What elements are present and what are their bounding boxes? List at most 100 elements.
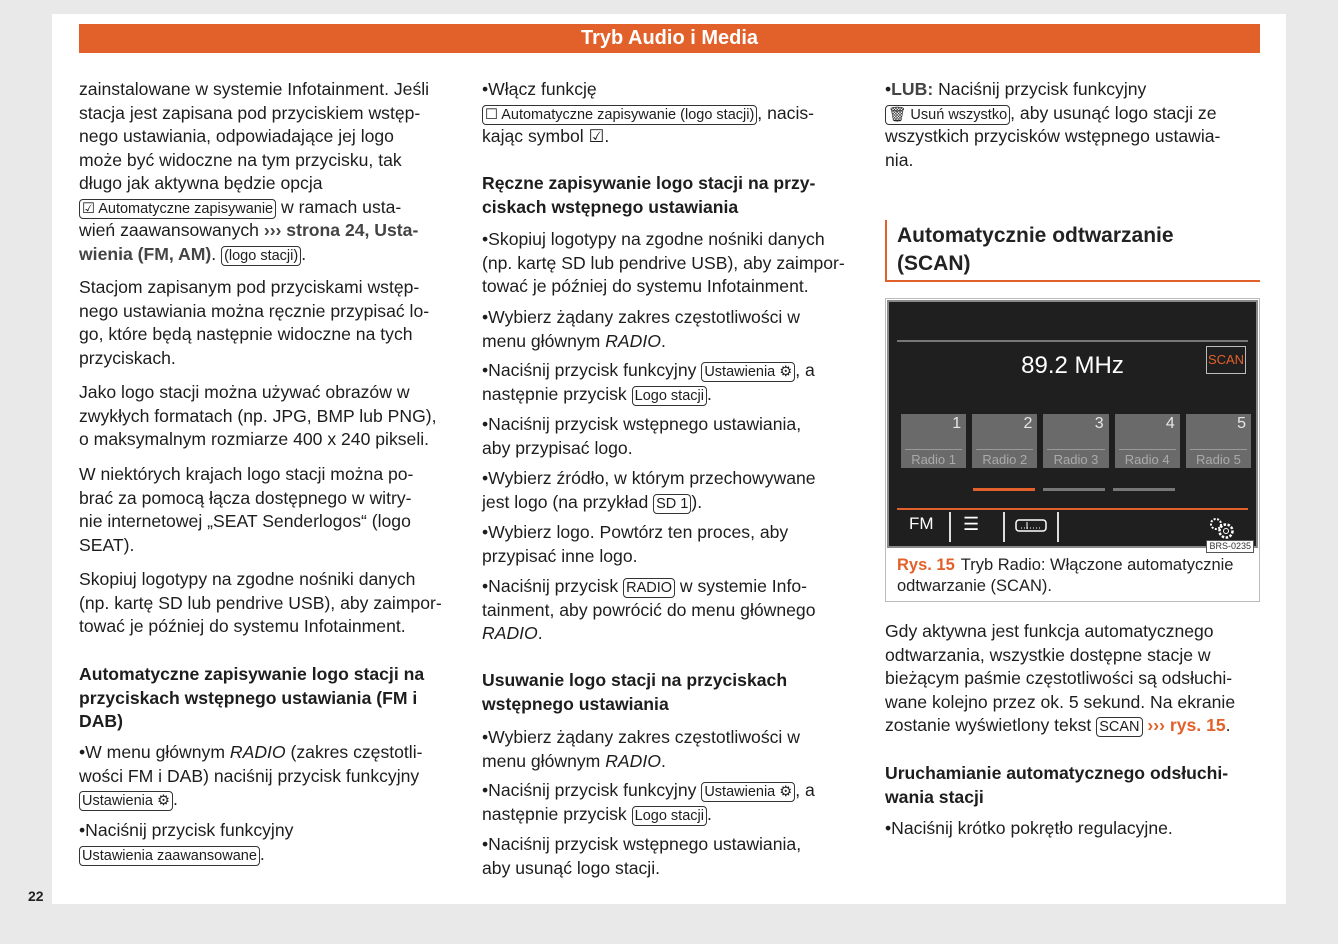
function-key-label: Ustawienia ⚙ (701, 362, 796, 382)
preset-button: 2 Radio 2 (972, 414, 1038, 468)
text: Wybierz logo. Powtórz ten proces, aby (488, 522, 789, 542)
text-line: •Naciśnij przycisk funkcyjny Ustawienia … (482, 359, 815, 383)
paragraph: Gdy aktywna jest funkcja automatycznego o… (885, 620, 1235, 738)
text: przyciskach wstępnego ustawiania (FM i (79, 687, 418, 708)
text: wości FM i DAB) naciśnij przycisk funkcy… (79, 765, 420, 786)
text: aby usunąć logo stacji. (482, 857, 660, 878)
text-line: wane kolejno przez ok. 5 sekund. Na ekra… (885, 691, 1235, 715)
text-line: 🗑 Usuń wszystko, aby usunąć logo stacji … (885, 102, 1220, 126)
text-line: tainment, aby powrócić do menu głównego (482, 599, 816, 623)
figure-radio-screen: 89.2 MHz SCAN 1 Radio 1 2 Radio 2 3 Radio 3… (885, 298, 1260, 602)
text: Naciśnij przycisk wstępnego ustawiania, (488, 834, 802, 854)
page-header-title: Tryb Audio i Media (79, 24, 1260, 53)
text: W menu głównym (85, 742, 230, 762)
text-line: Ustawienia zaawansowane. (79, 843, 293, 867)
text: tainment, aby powrócić do menu głównego (482, 599, 816, 620)
function-key-label: Ustawienia ⚙ (79, 791, 173, 811)
text-line: RADIO. (482, 622, 816, 646)
text: Naciśnij przycisk funkcyjny (933, 79, 1147, 99)
text: w ramach usta- (276, 196, 402, 217)
text-line: nego ustawiania, odpowiadające jej logo (79, 125, 429, 149)
text-line: przyciskach wstępnego ustawiania (FM i (79, 687, 424, 711)
text-line: •Wybierz żądany zakres częstotliwości w (482, 726, 800, 750)
bullet-icon: • (885, 818, 892, 838)
function-key-label: ☑ Automatyczne zapisywanie (79, 198, 277, 219)
text: menu głównym (482, 750, 606, 771)
text: ). (691, 491, 703, 512)
bullet-icon: • (79, 742, 86, 762)
text: , a (795, 360, 815, 380)
paragraph: W niektórych krajach logo stacji można p… (79, 463, 413, 557)
bullet-item: •Naciśnij przycisk wstępnego ustawiania,… (482, 833, 801, 880)
text-line: wszystkich przycisków wstępnego ustawia- (885, 125, 1220, 149)
text: wszystkich przycisków wstępnego ustawia- (885, 126, 1221, 146)
text-line: nie internetowej „SEAT Senderlogos“ (log… (79, 510, 413, 534)
function-key-label: Ustawienia zaawansowane (79, 845, 260, 866)
bullet-icon: • (482, 79, 489, 99)
text: nego ustawiania, odpowiadające jej logo (79, 126, 394, 146)
text: Naciśnij przycisk wstępnego ustawiania, (488, 414, 802, 434)
text: Skopiuj logotypy na zgodne nośniki danyc… (488, 229, 825, 249)
caption-text: odtwarzanie (SCAN). (897, 577, 1052, 595)
function-key-label: Logo stacji (631, 805, 707, 826)
text-line: •W menu głównym RADIO (zakres częstotli- (79, 741, 422, 765)
section-heading: Automatycznie odtwarzanie (SCAN) (885, 220, 1260, 282)
bullet-item: •W menu głównym RADIO (zakres częstotli-… (79, 741, 422, 812)
italic-text: RADIO (229, 742, 286, 762)
preset-button: 5 Radio 5 (1185, 414, 1252, 468)
text-line: •Naciśnij przycisk wstępnego ustawiania, (482, 413, 801, 437)
text: w systemie Info- (675, 576, 808, 596)
function-key-label: Logo stacji (631, 385, 707, 406)
text: stacja jest zapisana pod przyciskiem wst… (79, 102, 421, 123)
text: Naciśnij przycisk funkcyjny (85, 820, 294, 840)
text: . (537, 623, 543, 643)
text: kając symbol ☑. (482, 126, 610, 146)
text: Ręczne zapisywanie logo stacji na przy- (482, 173, 816, 193)
text-line: DAB) (79, 710, 424, 734)
radio-screen: 89.2 MHz SCAN 1 Radio 1 2 Radio 2 3 Radio 3… (887, 300, 1258, 553)
bullet-icon: • (482, 229, 489, 249)
text: Włącz funkcję (488, 79, 597, 99)
function-key-label: SD 1 (653, 493, 692, 514)
text: wstępnego ustawiania (482, 693, 669, 714)
text: jest logo (na przykład (482, 491, 654, 512)
text: . (660, 750, 666, 771)
text: długo jak aktywna będzie opcja (79, 173, 323, 193)
bullet-icon: • (482, 414, 489, 434)
bullet-icon: • (482, 834, 489, 854)
text-line: Gdy aktywna jest funkcja automatycznego (885, 620, 1235, 644)
text: go, które będą następnie widoczne na tyc… (79, 324, 413, 344)
bold-text: ››› strona 24, Usta- (263, 220, 419, 240)
bullet-icon: • (482, 522, 489, 542)
text: wane kolejno przez ok. 5 sekund. Na ekra… (885, 691, 1236, 712)
text: tować je później do systemu Infotainment… (482, 276, 809, 296)
section-title-line: Automatycznie odtwarzanie (897, 224, 1174, 247)
text: o maksymalnym rozmiarze 400 x 240 piksel… (79, 429, 430, 449)
text-line: aby przypisać logo. (482, 437, 801, 461)
bullet-item: •LUB: Naciśnij przycisk funkcyjny 🗑 Usuń … (885, 78, 1220, 172)
subheading: Usuwanie logo stacji na przyciskach wstęp… (482, 669, 787, 716)
bullet-item: •Naciśnij przycisk wstępnego ustawiania,… (482, 413, 801, 460)
page-number: 22 (28, 888, 44, 904)
bold-text: wienia (FM, AM) (79, 243, 212, 264)
caption-label: Rys. 15 (897, 556, 955, 574)
bullet-item: •Naciśnij przycisk funkcyjny Ustawienia … (482, 359, 815, 406)
text-line: •Wybierz źródło, w którym przechowywane (482, 467, 816, 491)
text: W niektórych krajach logo stacji można p… (79, 464, 414, 484)
text-line: może być widoczne na tym przycisku, tak (79, 149, 429, 173)
text-line: W niektórych krajach logo stacji można p… (79, 463, 413, 487)
italic-text: RADIO (482, 623, 538, 643)
text-line: •Naciśnij krótko pokrętło regulacyjne. (885, 817, 1173, 841)
text-line: o maksymalnym rozmiarze 400 x 240 piksel… (79, 428, 437, 452)
function-key-label: RADIO (623, 578, 676, 598)
separator (1003, 512, 1005, 542)
bullet-icon: • (482, 727, 489, 747)
text-line: (np. kartę SD lub pendrive USB), aby zai… (79, 592, 442, 616)
bullet-icon: • (482, 307, 489, 327)
tuner-scale-icon (1015, 518, 1047, 539)
text: odtwarzania, wszystkie dostępne stacje w (885, 644, 1211, 665)
frequency-display: 89.2 MHz (1021, 352, 1124, 379)
text-line: Ustawienia ⚙. (79, 788, 422, 812)
text-line: aby usunąć logo stacji. (482, 857, 801, 881)
